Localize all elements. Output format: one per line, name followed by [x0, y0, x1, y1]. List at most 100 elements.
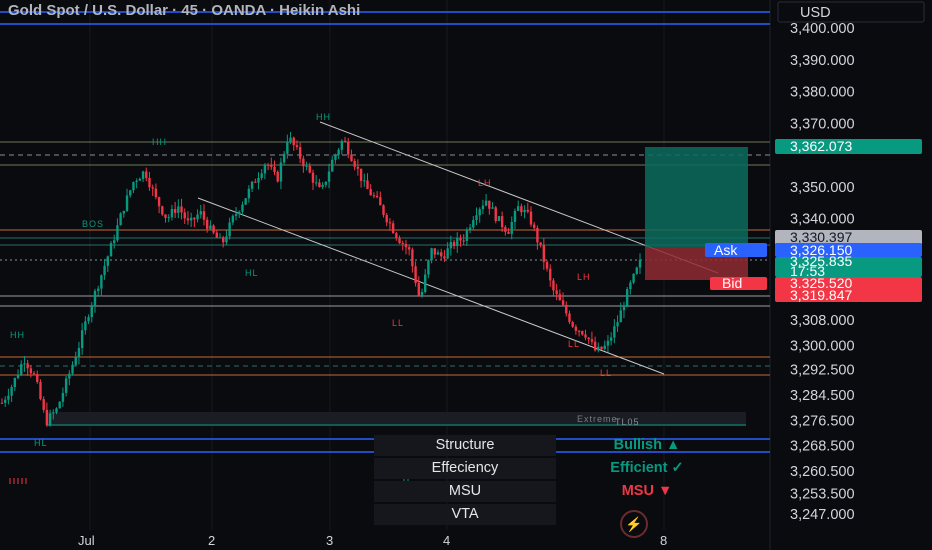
candle-body[interactable] — [542, 244, 546, 262]
candle-body[interactable] — [0, 402, 4, 404]
currency-box[interactable] — [777, 1, 925, 23]
candle-body[interactable] — [129, 190, 132, 196]
candle-body[interactable] — [520, 206, 523, 213]
candle-body[interactable] — [420, 292, 424, 296]
candle-body[interactable] — [565, 304, 568, 314]
candle-body[interactable] — [545, 261, 549, 269]
candle-body[interactable] — [494, 207, 497, 221]
candle-body[interactable] — [23, 363, 26, 365]
candle-body[interactable] — [568, 313, 571, 323]
candle-body[interactable] — [427, 260, 430, 275]
candle-body[interactable] — [379, 197, 382, 206]
candle-body[interactable] — [180, 206, 183, 213]
candle-body[interactable] — [298, 147, 302, 159]
candle-body[interactable] — [29, 368, 33, 374]
candle-body[interactable] — [526, 209, 529, 212]
candle-body[interactable] — [500, 216, 504, 228]
candle-body[interactable] — [613, 326, 616, 338]
candle-body[interactable] — [629, 282, 632, 290]
candle-body[interactable] — [452, 242, 456, 246]
candle-body[interactable] — [87, 317, 90, 322]
candle-body[interactable] — [388, 222, 392, 224]
candle-body[interactable] — [71, 364, 74, 374]
candles[interactable] — [0, 132, 642, 427]
candle-body[interactable] — [202, 211, 206, 220]
candle-body[interactable] — [64, 378, 68, 393]
candle-body[interactable] — [337, 149, 340, 155]
candle-body[interactable] — [4, 399, 7, 403]
candle-body[interactable] — [574, 326, 578, 331]
candle-body[interactable] — [161, 206, 164, 215]
candle-body[interactable] — [222, 237, 225, 243]
candle-body[interactable] — [510, 222, 513, 234]
candle-body[interactable] — [84, 321, 87, 331]
candle-body[interactable] — [417, 283, 420, 296]
candle-body[interactable] — [302, 158, 305, 167]
candle-body[interactable] — [375, 195, 379, 198]
candle-body[interactable] — [561, 300, 565, 305]
candle-body[interactable] — [205, 219, 209, 229]
channel-lower[interactable] — [197, 197, 665, 375]
candle-body[interactable] — [157, 197, 161, 207]
candle-body[interactable] — [577, 330, 581, 332]
candle-body[interactable] — [148, 177, 151, 188]
candle-body[interactable] — [321, 184, 324, 187]
candle-body[interactable] — [584, 334, 587, 338]
candle-body[interactable] — [603, 345, 606, 349]
candle-body[interactable] — [80, 330, 84, 348]
candle-body[interactable] — [616, 322, 619, 327]
candle-body[interactable] — [356, 166, 360, 169]
candle-body[interactable] — [26, 363, 29, 369]
candle-body[interactable] — [266, 164, 270, 166]
candle-body[interactable] — [484, 200, 488, 206]
candle-body[interactable] — [449, 242, 453, 249]
candle-body[interactable] — [571, 322, 574, 327]
candle-body[interactable] — [600, 346, 603, 349]
replay-bolt-icon[interactable]: ⚡ — [620, 510, 648, 538]
candle-body[interactable] — [145, 171, 148, 178]
candle-body[interactable] — [238, 211, 241, 215]
candle-body[interactable] — [343, 140, 347, 142]
candle-body[interactable] — [382, 205, 385, 215]
candle-body[interactable] — [292, 137, 295, 146]
candle-body[interactable] — [122, 210, 126, 214]
candle-body[interactable] — [327, 171, 331, 182]
candle-body[interactable] — [270, 165, 273, 167]
candle-body[interactable] — [385, 214, 388, 223]
candle-body[interactable] — [433, 248, 437, 255]
candle-body[interactable] — [462, 240, 465, 242]
candle-body[interactable] — [456, 237, 459, 246]
candle-body[interactable] — [478, 209, 481, 216]
candle-body[interactable] — [533, 224, 536, 228]
candle-body[interactable] — [497, 216, 501, 221]
candle-body[interactable] — [260, 173, 263, 178]
candle-body[interactable] — [286, 141, 289, 154]
candle-body[interactable] — [593, 341, 597, 351]
candle-body[interactable] — [440, 252, 443, 257]
candle-body[interactable] — [366, 180, 369, 190]
candle-body[interactable] — [231, 215, 235, 223]
candle-body[interactable] — [209, 225, 212, 229]
candle-body[interactable] — [353, 161, 356, 167]
candle-body[interactable] — [597, 346, 600, 351]
candle-body[interactable] — [446, 248, 449, 259]
candle-body[interactable] — [350, 154, 353, 162]
candle-body[interactable] — [151, 187, 154, 189]
candle-body[interactable] — [45, 409, 49, 425]
candle-body[interactable] — [189, 217, 193, 221]
candle-body[interactable] — [74, 357, 77, 365]
candle-body[interactable] — [96, 288, 100, 291]
candle-body[interactable] — [619, 310, 622, 323]
candle-body[interactable] — [273, 166, 276, 172]
candle-body[interactable] — [430, 248, 433, 261]
candle-body[interactable] — [250, 181, 254, 189]
candle-body[interactable] — [491, 207, 494, 209]
candle-body[interactable] — [90, 305, 93, 318]
candle-body[interactable] — [407, 247, 411, 250]
candle-body[interactable] — [539, 242, 542, 245]
candle-body[interactable] — [372, 195, 376, 197]
candle-body[interactable] — [411, 249, 414, 267]
candle-body[interactable] — [196, 214, 199, 220]
candle-body[interactable] — [465, 230, 469, 241]
candle-body[interactable] — [39, 381, 42, 400]
